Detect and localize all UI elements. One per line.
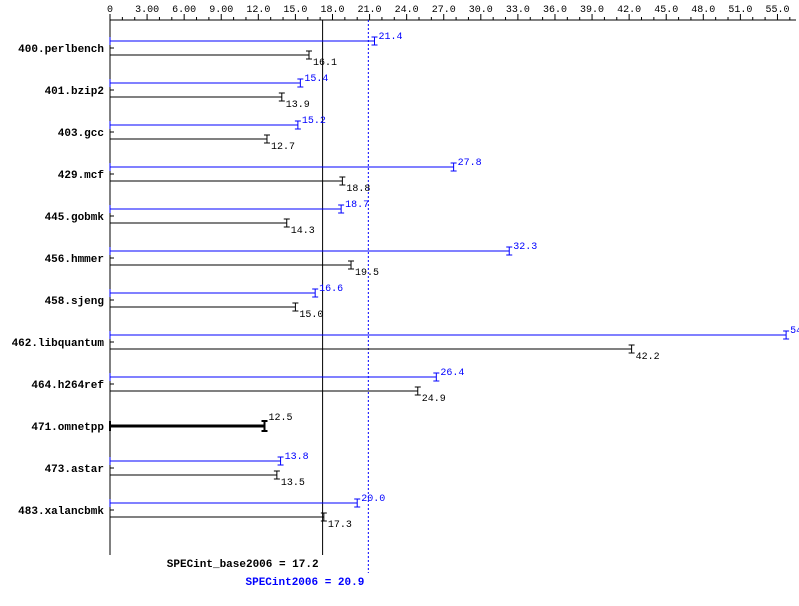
- peak-value: 18.7: [345, 200, 369, 211]
- base-ref-label: SPECint_base2006 = 17.2: [167, 559, 319, 571]
- base-value: 15.0: [299, 310, 323, 321]
- benchmark-label: 483.xalancbmk: [18, 506, 104, 518]
- base-value: 12.7: [271, 142, 295, 153]
- peak-ref-label: SPECint2006 = 20.9: [246, 577, 365, 589]
- x-tick-label: 24.0: [395, 5, 419, 16]
- x-tick-label: 6.00: [172, 5, 196, 16]
- benchmark-label: 401.bzip2: [45, 86, 104, 98]
- base-value: 13.5: [281, 478, 305, 489]
- benchmark-label: 458.sjeng: [45, 296, 104, 308]
- x-tick-label: 45.0: [654, 5, 678, 16]
- peak-value: 20.0: [361, 494, 385, 505]
- base-value: 14.3: [291, 226, 315, 237]
- benchmark-label: 403.gcc: [58, 128, 104, 140]
- x-tick-label: 9.00: [209, 5, 233, 16]
- base-value: 24.9: [422, 394, 446, 405]
- x-tick-label: 12.0: [246, 5, 270, 16]
- x-tick-label: 0: [107, 5, 113, 16]
- spec-chart: 0 3.00 6.00 9.00 12.0 15.0 18.0 21.0 24.0 27.0 30.…: [0, 0, 799, 606]
- x-tick-label: 51.0: [728, 5, 752, 16]
- benchmark-label: 456.hmmer: [45, 254, 104, 266]
- benchmark-label: 471.omnetpp: [31, 422, 104, 434]
- base-value: 17.3: [328, 520, 352, 531]
- x-tick-label: 15.0: [283, 5, 307, 16]
- peak-value: 27.8: [458, 158, 482, 169]
- base-value: 16.1: [313, 58, 337, 69]
- benchmark-label: 429.mcf: [58, 170, 105, 182]
- base-value: 12.5: [269, 413, 293, 424]
- peak-value: 13.8: [285, 452, 309, 463]
- x-tick-label: 39.0: [580, 5, 604, 16]
- x-tick-label: 48.0: [691, 5, 715, 16]
- base-value: 13.9: [286, 100, 310, 111]
- base-value: 42.2: [636, 352, 660, 363]
- base-value: 18.8: [346, 184, 370, 195]
- benchmark-label: 462.libquantum: [12, 338, 105, 350]
- benchmark-label: 445.gobmk: [45, 212, 105, 224]
- peak-value: 32.3: [513, 242, 537, 253]
- peak-value: 15.4: [304, 74, 328, 85]
- peak-value: 54.7: [790, 326, 799, 337]
- x-tick-label: 36.0: [543, 5, 567, 16]
- x-tick-label: 30.0: [469, 5, 493, 16]
- peak-value: 21.4: [379, 32, 403, 43]
- peak-value: 16.6: [319, 284, 343, 295]
- x-tick-label: 27.0: [432, 5, 456, 16]
- benchmark-label: 464.h264ref: [31, 380, 104, 392]
- x-tick-label: 55.0: [765, 5, 789, 16]
- x-tick-label: 42.0: [617, 5, 641, 16]
- base-value: 19.5: [355, 268, 379, 279]
- benchmark-label: 400.perlbench: [18, 44, 104, 56]
- peak-value: 15.2: [302, 116, 326, 127]
- x-tick-label: 3.00: [135, 5, 159, 16]
- benchmark-label: 473.astar: [45, 464, 104, 476]
- x-tick-label: 21.0: [358, 5, 382, 16]
- x-tick-label: 18.0: [320, 5, 344, 16]
- x-tick-label: 33.0: [506, 5, 530, 16]
- peak-value: 26.4: [440, 368, 464, 379]
